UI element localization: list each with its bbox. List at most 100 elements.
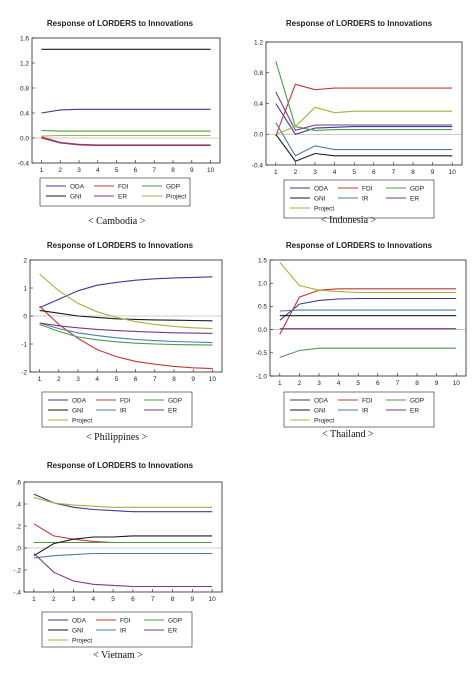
x-tick-label: 7 <box>392 169 396 176</box>
x-tick-label: 5 <box>356 380 360 387</box>
x-tick-label: 3 <box>72 596 76 603</box>
chart-caption-4: < Vietnam > <box>93 650 143 661</box>
x-tick-label: 9 <box>435 380 439 387</box>
chart-caption-0: < Cambodia > <box>88 216 146 227</box>
legend-label: GNI <box>72 407 84 414</box>
chart-svg-2: Response of LORDERS to Innovations -2 -1 0 1… <box>21 241 223 428</box>
plot-frame <box>31 37 221 164</box>
series-line-project <box>39 273 213 330</box>
y-tick-label: 1.2 <box>254 39 263 46</box>
x-tick-label: 9 <box>190 596 194 603</box>
y-tick-label: 1.2 <box>20 60 29 67</box>
series-line-fdi <box>33 523 213 544</box>
legend-label: FDI <box>118 183 129 190</box>
plot-frame <box>265 41 463 166</box>
series-line-oda <box>275 103 453 135</box>
x-tick-label: 5 <box>352 169 356 176</box>
chart-title: Response of LORDERS to Innovations <box>47 461 194 470</box>
plot-frame <box>23 481 223 593</box>
legend-label: IR <box>362 407 369 414</box>
series-line-ir <box>275 122 453 157</box>
x-tick-label: 4 <box>96 167 100 174</box>
x-tick-label: 1 <box>32 596 36 603</box>
series-line-ir <box>279 309 457 312</box>
legend-label: ODA <box>314 185 329 192</box>
series-line-ir <box>39 322 213 344</box>
x-tick-label: 3 <box>313 169 317 176</box>
series-line-fdi <box>275 83 453 136</box>
plot-frame <box>269 259 467 377</box>
legend-label: ER <box>168 407 177 414</box>
series-line-gdp <box>41 129 211 132</box>
y-tick-label: 0.4 <box>254 101 263 108</box>
legend-label: Project <box>166 193 186 200</box>
legend-label: IR <box>120 407 127 414</box>
x-tick-label: 4 <box>333 169 337 176</box>
x-tick-label: 10 <box>207 167 215 174</box>
x-tick-label: 6 <box>134 167 138 174</box>
legend-label: ODA <box>72 397 87 404</box>
x-tick-label: 8 <box>172 376 176 383</box>
chart-title: Response of LORDERS to Innovations <box>47 19 194 28</box>
series-line-oda <box>39 276 213 309</box>
x-tick-label: 2 <box>52 596 56 603</box>
series-line-project <box>33 496 213 508</box>
legend-label: GNI <box>314 407 326 414</box>
series-line-fdi <box>39 305 213 370</box>
x-tick-label: 3 <box>317 380 321 387</box>
legend-label: FDI <box>120 617 131 624</box>
x-tick-label: 1 <box>40 167 44 174</box>
y-tick-label: 0.8 <box>254 70 263 77</box>
series-line-gdp <box>279 347 457 358</box>
y-tick-label: 0.0 <box>20 135 29 142</box>
chart-panel-3: Response of LORDERS to Innovations -1.0 -0… <box>236 232 474 447</box>
legend-label: GNI <box>314 195 326 202</box>
y-tick-label: -.4 <box>13 589 21 596</box>
legend-label: GDP <box>410 397 424 404</box>
series-line-fdi <box>41 136 211 146</box>
x-tick-label: 2 <box>58 167 62 174</box>
series-line-gdp <box>275 61 453 131</box>
y-tick-label: -0.4 <box>252 162 264 169</box>
y-tick-label: 1.0 <box>258 281 267 288</box>
x-tick-label: 3 <box>76 376 80 383</box>
x-tick-label: 4 <box>95 376 99 383</box>
x-tick-label: 5 <box>111 596 115 603</box>
series-line-oda <box>279 297 457 321</box>
x-tick-label: 10 <box>209 376 217 383</box>
x-tick-label: 9 <box>431 169 435 176</box>
x-tick-label: 4 <box>337 380 341 387</box>
x-tick-label: 1 <box>274 169 278 176</box>
legend-label: ODA <box>314 397 329 404</box>
y-tick-label: -2 <box>21 369 27 376</box>
y-tick-label: 0.8 <box>20 85 29 92</box>
x-tick-label: 6 <box>372 169 376 176</box>
legend-label: GDP <box>166 183 180 190</box>
series-line-project <box>279 261 457 294</box>
y-tick-label: -.2 <box>13 567 21 574</box>
series-line-oda <box>33 493 213 513</box>
x-tick-label: 7 <box>153 376 157 383</box>
y-tick-label: 2 <box>23 257 27 264</box>
y-tick-label: 0.0 <box>258 327 267 334</box>
chart-svg-1: Response of LORDERS to Innovations -0.4 0.… <box>252 19 463 219</box>
x-tick-label: 8 <box>171 167 175 174</box>
legend-label: Project <box>72 417 92 424</box>
x-tick-label: 7 <box>396 380 400 387</box>
legend-label: ER <box>168 627 177 634</box>
y-tick-label: -1 <box>21 341 27 348</box>
legend-label: GDP <box>410 185 424 192</box>
legend-label: GDP <box>168 397 182 404</box>
legend-label: ER <box>410 195 419 202</box>
series-line-er <box>275 91 453 132</box>
chart-panel-4: Response of LORDERS to Innovations -.4 -.2… <box>0 452 232 672</box>
series-line-er <box>39 322 213 334</box>
legend-label: IR <box>120 627 127 634</box>
chart-caption-1: < Indonesia > <box>321 215 377 226</box>
x-tick-label: 8 <box>171 596 175 603</box>
series-line-oda <box>41 108 211 114</box>
y-tick-label: 0 <box>23 313 27 320</box>
y-tick-label: .0 <box>16 545 22 552</box>
legend-box <box>41 391 193 428</box>
chart-panel-2: Response of LORDERS to Innovations -2 -1 0 1… <box>0 232 232 447</box>
